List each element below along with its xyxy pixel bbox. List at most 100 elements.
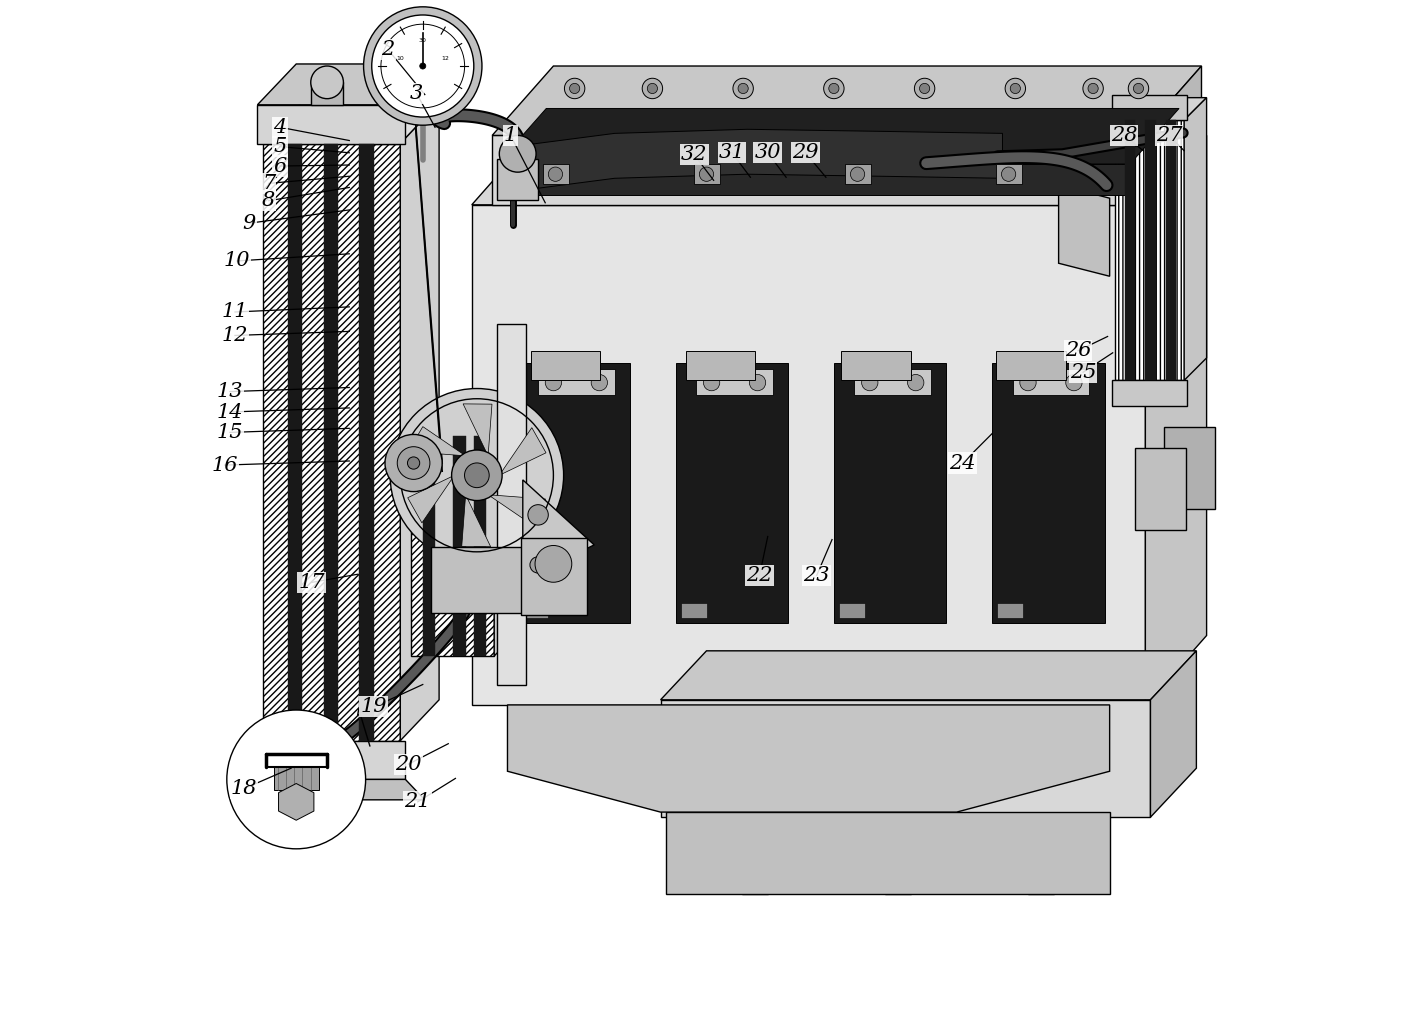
Bar [1164,427,1215,509]
Text: 6: 6 [273,156,287,176]
Circle shape [363,7,482,126]
Bar [660,700,1150,818]
Text: 4: 4 [273,118,287,137]
Polygon shape [257,64,444,105]
Bar [311,83,343,105]
Circle shape [311,66,343,99]
Text: 7: 7 [261,174,276,193]
Circle shape [1005,79,1026,99]
Bar [1112,380,1187,406]
Polygon shape [499,427,545,475]
Circle shape [545,374,561,390]
Circle shape [548,167,562,181]
Circle shape [1020,374,1036,390]
Text: 22: 22 [746,566,773,585]
Text: 3: 3 [410,84,424,103]
Bar [473,436,486,656]
Bar [324,143,338,741]
Polygon shape [1184,98,1207,380]
Text: 12: 12 [442,56,449,61]
Polygon shape [495,411,520,656]
Bar [359,143,374,741]
Text: 23: 23 [804,566,829,585]
Circle shape [528,505,548,525]
Text: 11: 11 [222,303,249,322]
Polygon shape [1150,651,1197,818]
Bar [1166,121,1176,380]
Circle shape [1082,79,1104,99]
Bar [666,812,1109,893]
Circle shape [907,374,924,390]
Circle shape [372,15,473,118]
Bar [675,363,788,623]
Circle shape [699,167,714,181]
Circle shape [465,463,489,487]
Polygon shape [408,426,466,456]
Circle shape [227,710,366,849]
Circle shape [564,79,585,99]
Polygon shape [463,404,492,456]
Polygon shape [278,784,314,821]
Text: 8: 8 [261,191,276,211]
Circle shape [1133,84,1143,94]
Circle shape [1002,167,1016,181]
Circle shape [591,374,608,390]
Bar [687,352,756,380]
Text: 32: 32 [681,145,708,165]
Polygon shape [1115,98,1207,121]
Text: 10: 10 [223,251,250,271]
Text: 16: 16 [212,456,237,474]
Text: 5: 5 [273,137,287,156]
Circle shape [749,374,766,390]
Bar [996,352,1065,380]
Polygon shape [263,103,439,143]
Bar [263,143,400,741]
Circle shape [569,84,579,94]
Bar [521,539,586,615]
Polygon shape [462,495,490,547]
Polygon shape [523,480,595,579]
Circle shape [1065,374,1082,390]
Bar [885,818,910,893]
Text: 30: 30 [418,38,427,43]
Polygon shape [513,130,1002,191]
Circle shape [536,546,572,583]
Circle shape [704,374,719,390]
Bar [992,363,1105,623]
Circle shape [407,457,420,469]
Text: 18: 18 [230,779,257,798]
Polygon shape [400,103,439,741]
Bar [1125,121,1135,380]
Text: 30: 30 [755,143,781,162]
Bar [694,164,719,184]
Circle shape [851,167,865,181]
Circle shape [390,388,564,562]
Text: 26: 26 [1065,341,1091,361]
Text: 9: 9 [243,214,256,233]
Bar [517,363,630,623]
Bar [998,603,1023,618]
Circle shape [397,447,430,479]
Bar [274,768,319,790]
Circle shape [862,374,877,390]
Circle shape [1088,84,1098,94]
Text: 10: 10 [396,56,404,61]
Text: 24: 24 [950,454,976,472]
Bar [411,436,495,656]
Bar [839,603,865,618]
Bar [855,369,931,394]
Bar [538,369,615,394]
Circle shape [920,84,930,94]
Bar [845,164,870,184]
Text: 15: 15 [216,423,243,442]
Polygon shape [1058,185,1109,276]
Bar [257,741,406,780]
Bar [1013,369,1089,394]
Polygon shape [257,780,425,800]
Bar [492,136,1140,204]
Polygon shape [492,66,1201,136]
Bar [454,436,466,656]
Bar [1146,121,1156,380]
Polygon shape [408,475,455,523]
Text: 31: 31 [719,143,745,162]
